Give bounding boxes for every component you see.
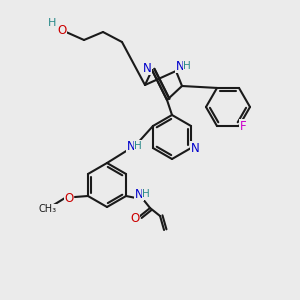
Text: O: O: [130, 212, 140, 224]
Text: N: N: [135, 188, 143, 200]
Text: H: H: [48, 18, 56, 28]
Text: N: N: [191, 142, 200, 154]
Text: H: H: [142, 189, 150, 199]
Text: N: N: [127, 140, 135, 152]
Text: O: O: [57, 23, 67, 37]
Text: O: O: [64, 191, 74, 205]
Text: N: N: [142, 61, 152, 74]
Text: N: N: [176, 59, 184, 73]
Text: H: H: [134, 141, 142, 151]
Text: CH₃: CH₃: [39, 204, 57, 214]
Text: F: F: [240, 120, 246, 133]
Text: H: H: [183, 61, 191, 71]
